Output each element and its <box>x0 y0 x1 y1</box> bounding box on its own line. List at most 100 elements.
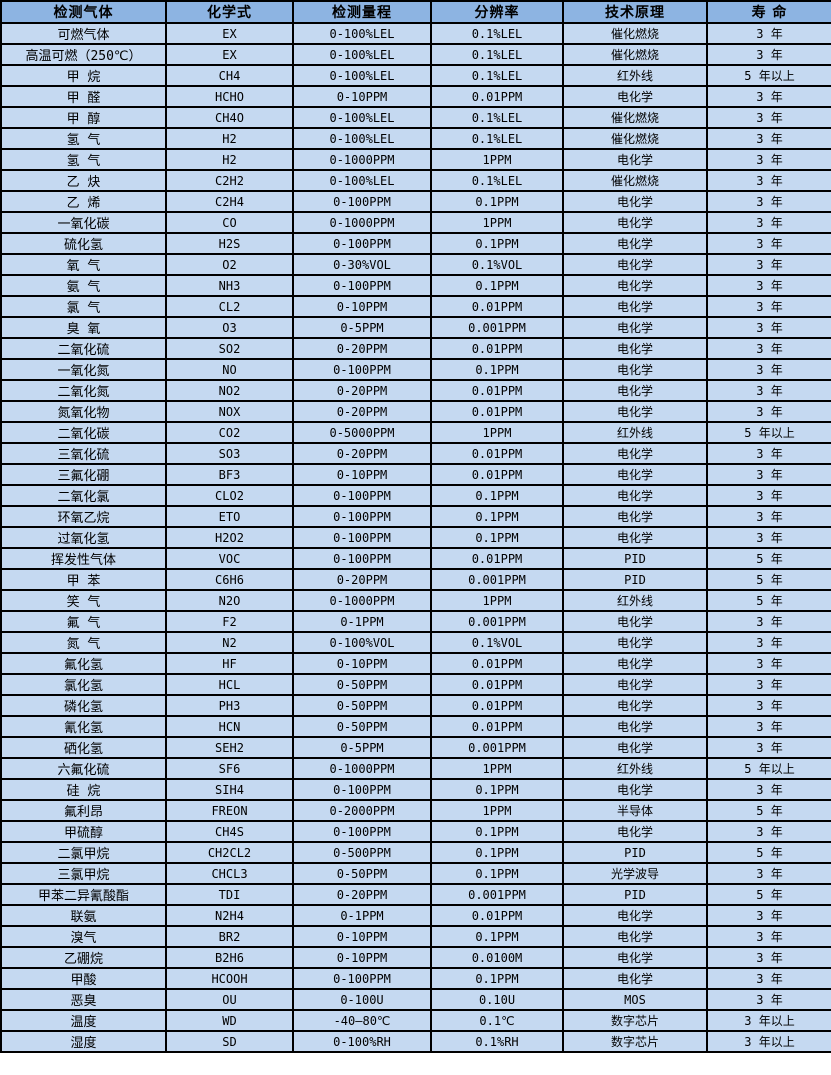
cell-formula: TDI <box>165 883 294 906</box>
cell-gas: 氟 气 <box>0 610 167 633</box>
cell-gas: 氟化氢 <box>0 652 167 675</box>
cell-range: 0-100PPM <box>292 967 432 990</box>
cell-principle: 电化学 <box>562 526 708 549</box>
cell-formula: WD <box>165 1009 294 1032</box>
cell-principle: 催化燃烧 <box>562 43 708 66</box>
cell-principle: 电化学 <box>562 85 708 108</box>
cell-principle: 电化学 <box>562 904 708 927</box>
cell-range: 0-5000PPM <box>292 421 432 444</box>
cell-range: 0-2000PPM <box>292 799 432 822</box>
cell-principle: 半导体 <box>562 799 708 822</box>
cell-gas: 乙 炔 <box>0 169 167 192</box>
cell-resolution: 0.01PPM <box>430 85 564 108</box>
cell-gas: 乙 烯 <box>0 190 167 213</box>
table-row: 甲酸 HCOOH 0-100PPM 0.1PPM 电化学 3 年 <box>0 967 831 990</box>
cell-gas: 氮氧化物 <box>0 400 167 423</box>
cell-lifespan: 3 年 <box>706 505 831 528</box>
cell-principle: 电化学 <box>562 967 708 990</box>
cell-resolution: 0.01PPM <box>430 715 564 738</box>
cell-resolution: 0.1%LEL <box>430 43 564 66</box>
cell-principle: 电化学 <box>562 484 708 507</box>
cell-lifespan: 3 年 <box>706 946 831 969</box>
cell-lifespan: 3 年 <box>706 631 831 654</box>
cell-resolution: 0.1PPM <box>430 232 564 255</box>
cell-formula: FREON <box>165 799 294 822</box>
cell-resolution: 0.001PPM <box>430 610 564 633</box>
cell-formula: C2H4 <box>165 190 294 213</box>
cell-gas: 甲 醇 <box>0 106 167 129</box>
col-header-formula: 化学式 <box>165 0 294 24</box>
cell-principle: 催化燃烧 <box>562 22 708 45</box>
cell-range: 0-100PPM <box>292 778 432 801</box>
cell-gas: 二氧化硫 <box>0 337 167 360</box>
cell-resolution: 0.001PPM <box>430 568 564 591</box>
cell-lifespan: 3 年 <box>706 610 831 633</box>
cell-gas: 过氧化氢 <box>0 526 167 549</box>
cell-resolution: 0.01PPM <box>430 673 564 696</box>
cell-principle: 红外线 <box>562 757 708 780</box>
cell-lifespan: 5 年 <box>706 547 831 570</box>
cell-resolution: 0.1PPM <box>430 778 564 801</box>
table-row: 氮 气 N2 0-100%VOL 0.1%VOL 电化学 3 年 <box>0 631 831 654</box>
cell-range: 0-100PPM <box>292 232 432 255</box>
cell-lifespan: 3 年 <box>706 694 831 717</box>
cell-gas: 恶臭 <box>0 988 167 1011</box>
cell-resolution: 1PPM <box>430 589 564 612</box>
cell-formula: CHCL3 <box>165 862 294 885</box>
cell-resolution: 0.01PPM <box>430 379 564 402</box>
cell-formula: HCOOH <box>165 967 294 990</box>
cell-range: 0-1PPM <box>292 904 432 927</box>
cell-range: 0-100PPM <box>292 274 432 297</box>
cell-principle: 电化学 <box>562 778 708 801</box>
cell-gas: 氮 气 <box>0 631 167 654</box>
cell-lifespan: 3 年 <box>706 190 831 213</box>
cell-gas: 三氧化硫 <box>0 442 167 465</box>
cell-resolution: 0.01PPM <box>430 694 564 717</box>
cell-resolution: 0.1PPM <box>430 484 564 507</box>
cell-principle: 红外线 <box>562 421 708 444</box>
cell-resolution: 1PPM <box>430 757 564 780</box>
cell-lifespan: 3 年 <box>706 526 831 549</box>
cell-range: 0-50PPM <box>292 694 432 717</box>
cell-gas: 二氧化氮 <box>0 379 167 402</box>
cell-lifespan: 3 年 <box>706 148 831 171</box>
cell-principle: PID <box>562 841 708 864</box>
cell-lifespan: 3 年 <box>706 274 831 297</box>
cell-lifespan: 3 年 <box>706 169 831 192</box>
table-row: 氧 气 O2 0-30%VOL 0.1%VOL 电化学 3 年 <box>0 253 831 276</box>
cell-principle: 电化学 <box>562 820 708 843</box>
cell-principle: PID <box>562 547 708 570</box>
table-row: 甲 醇 CH4O 0-100%LEL 0.1%LEL 催化燃烧 3 年 <box>0 106 831 129</box>
cell-principle: 电化学 <box>562 211 708 234</box>
cell-lifespan: 3 年 <box>706 295 831 318</box>
cell-formula: SIH4 <box>165 778 294 801</box>
cell-principle: 光学波导 <box>562 862 708 885</box>
cell-range: 0-50PPM <box>292 862 432 885</box>
cell-gas: 挥发性气体 <box>0 547 167 570</box>
cell-gas: 六氟化硫 <box>0 757 167 780</box>
cell-principle: 电化学 <box>562 274 708 297</box>
cell-principle: 电化学 <box>562 190 708 213</box>
cell-range: 0-100U <box>292 988 432 1011</box>
cell-gas: 甲 苯 <box>0 568 167 591</box>
cell-gas: 笑 气 <box>0 589 167 612</box>
cell-formula: NO <box>165 358 294 381</box>
cell-range: 0-1000PPM <box>292 211 432 234</box>
cell-resolution: 0.001PPM <box>430 736 564 759</box>
cell-range: 0-10PPM <box>292 652 432 675</box>
cell-formula: C6H6 <box>165 568 294 591</box>
cell-gas: 甲 醛 <box>0 85 167 108</box>
cell-gas: 氢 气 <box>0 148 167 171</box>
cell-range: 0-10PPM <box>292 925 432 948</box>
cell-formula: O3 <box>165 316 294 339</box>
cell-gas: 甲酸 <box>0 967 167 990</box>
cell-range: 0-5PPM <box>292 316 432 339</box>
cell-lifespan: 3 年 <box>706 106 831 129</box>
cell-gas: 氰化氢 <box>0 715 167 738</box>
cell-lifespan: 3 年 <box>706 316 831 339</box>
cell-range: 0-20PPM <box>292 379 432 402</box>
cell-gas: 氢 气 <box>0 127 167 150</box>
cell-resolution: 0.1℃ <box>430 1009 564 1032</box>
cell-principle: 电化学 <box>562 925 708 948</box>
table-row: 三氯甲烷 CHCL3 0-50PPM 0.1PPM 光学波导 3 年 <box>0 862 831 885</box>
